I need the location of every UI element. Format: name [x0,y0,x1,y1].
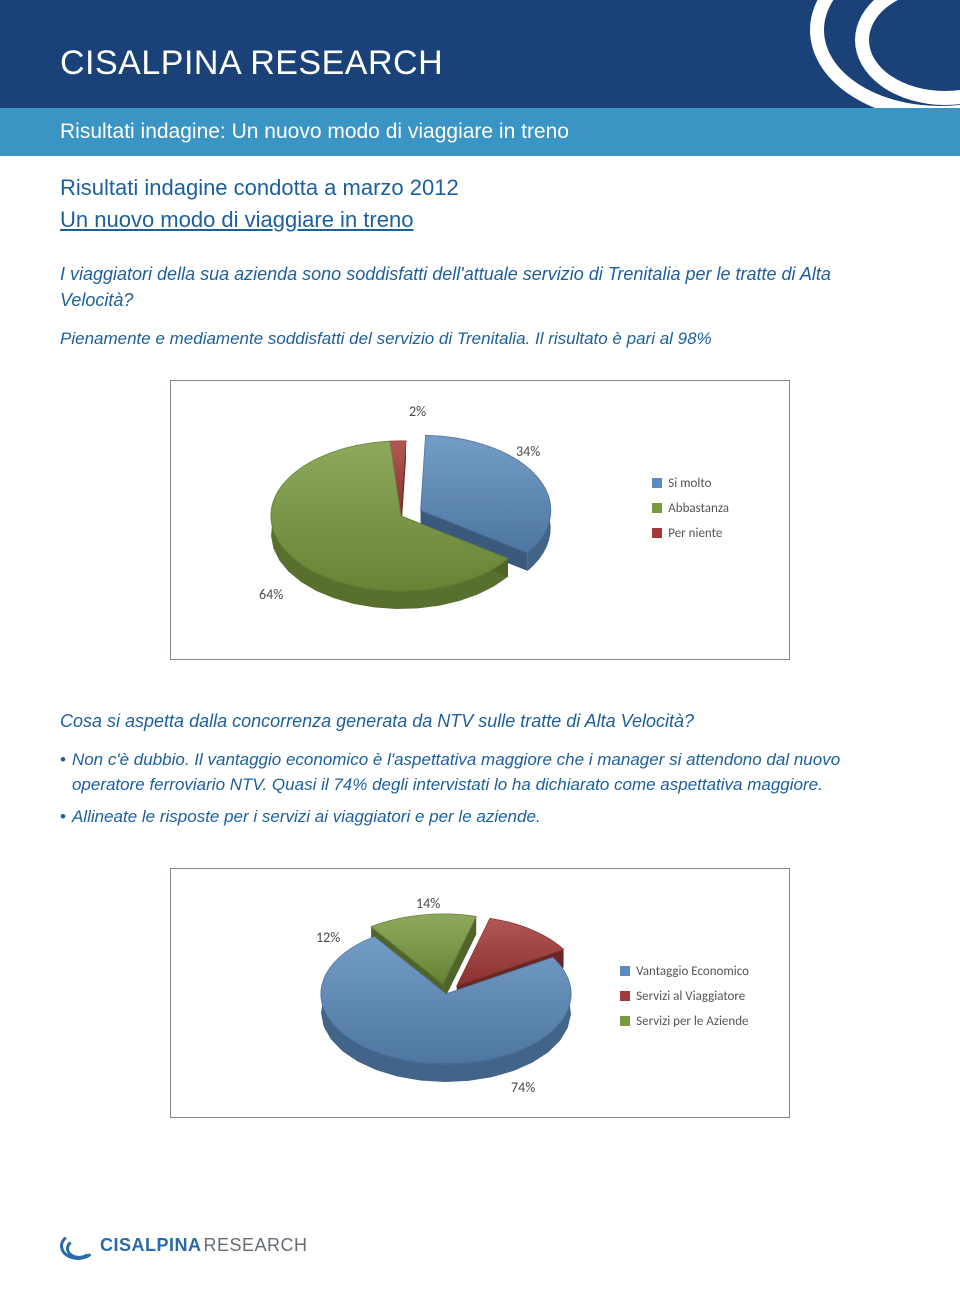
footer-brand-1: CISALPINA [100,1235,202,1256]
legend-item: Si molto [652,476,729,491]
chart2-label-economico: 74% [511,1079,535,1096]
bullet-icon: • [60,805,66,830]
content-area: Risultati indagine condotta a marzo 2012… [60,175,900,1166]
chart1-label-simolto: 34% [516,443,540,460]
bullet-icon: • [60,748,66,797]
legend-label: Vantaggio Economico [636,964,749,979]
page-title: CISALPINA RESEARCH [60,44,443,83]
section2-bullet-2: • Allineate le risposte per i servizi ai… [60,805,900,830]
swoosh-icon [60,1232,94,1258]
legend-swatch [620,966,630,976]
chart2-label-viaggiatore: 12% [316,929,340,946]
legend-swatch [620,1016,630,1026]
legend-item: Servizi al Viaggiatore [620,989,749,1004]
legend-label: Per niente [668,526,722,541]
footer-logo: CISALPINA RESEARCH [60,1232,308,1258]
bullet-text: Non c'è dubbio. Il vantaggio economico è… [72,748,900,797]
legend-swatch [652,503,662,513]
subtitle-text: Risultati indagine: Un nuovo modo di via… [60,120,569,144]
legend-label: Servizi per le Aziende [636,1014,748,1029]
section2-bullet-1: • Non c'è dubbio. Il vantaggio economico… [60,748,900,797]
footer-brand-2: RESEARCH [204,1235,308,1256]
intro-line-2: Un nuovo modo di viaggiare in treno [60,207,413,233]
legend-item: Vantaggio Economico [620,964,749,979]
chart2-label-aziende: 14% [416,895,440,912]
section1-answer: Pienamente e mediamente soddisfatti del … [60,327,900,352]
legend-swatch [652,478,662,488]
legend-swatch [620,991,630,1001]
bullet-text: Allineate le risposte per i servizi ai v… [72,805,541,830]
legend-item: Abbastanza [652,501,729,516]
legend-item: Servizi per le Aziende [620,1014,749,1029]
legend-label: Servizi al Viaggiatore [636,989,745,1004]
section2-question: Cosa si aspetta dalla concorrenza genera… [60,708,900,734]
legend-label: Si molto [668,476,711,491]
section1-question: I viaggiatori della sua azienda sono sod… [60,261,900,313]
legend-item: Per niente [652,526,729,541]
legend-label: Abbastanza [668,501,729,516]
intro-line-1: Risultati indagine condotta a marzo 2012 [60,175,900,201]
chart1-label-perniente: 2% [409,403,426,420]
chart2-legend: Vantaggio Economico Servizi al Viaggiato… [620,964,749,1039]
legend-swatch [652,528,662,538]
chart2-frame: 14% 12% 74% Vantaggio Economico Servizi … [170,868,790,1118]
chart1-frame: 2% 34% 64% Si molto Abbastanza Per nient… [170,380,790,660]
subtitle-band: Risultati indagine: Un nuovo modo di via… [0,108,960,156]
chart1-legend: Si molto Abbastanza Per niente [652,476,729,551]
chart1-label-abbastanza: 64% [259,586,283,603]
